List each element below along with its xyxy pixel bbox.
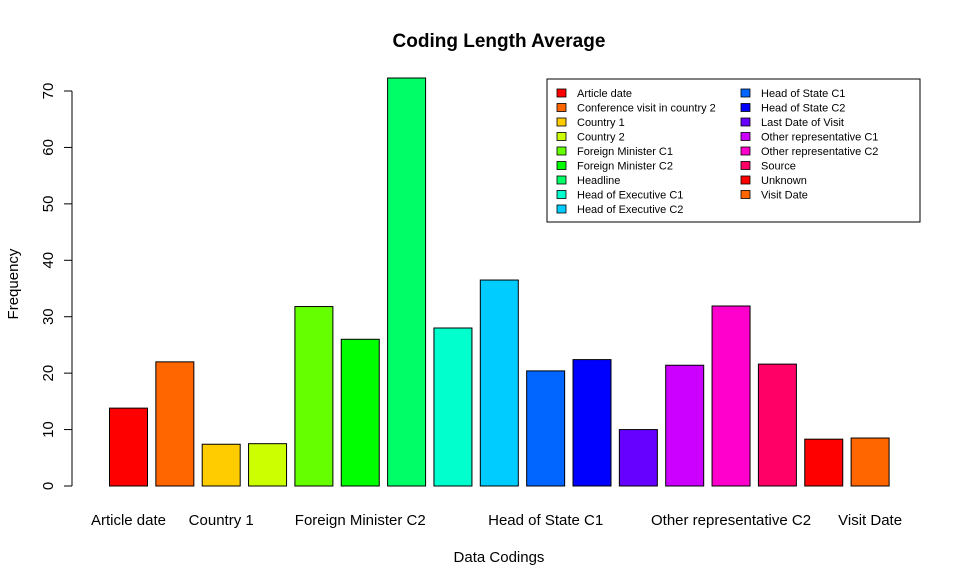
legend-swatch — [740, 103, 751, 112]
y-tick-label: 0 — [40, 482, 57, 490]
legend-swatch — [740, 175, 751, 185]
legend-swatch — [556, 190, 567, 199]
legend-label: Last Date of Visit — [761, 117, 844, 129]
legend-label: Source — [761, 161, 796, 173]
legend-label: Head of State C1 — [761, 88, 845, 100]
bar-head-of-executive-c2 — [479, 279, 519, 487]
legend-swatch — [740, 117, 751, 127]
bar-unknown — [804, 438, 844, 487]
y-axis-label: Frequency — [5, 248, 22, 319]
legend-label: Other representative C1 — [761, 132, 878, 144]
legend-swatch — [740, 146, 751, 156]
x-tick-label: Country 1 — [189, 512, 254, 529]
legend-swatch — [740, 132, 751, 141]
legend-swatch — [556, 204, 567, 214]
legend-box — [546, 78, 921, 223]
y-tick-label: 60 — [40, 139, 57, 156]
legend-swatch — [740, 190, 751, 199]
x-tick-label: Other representative C2 — [651, 512, 811, 529]
legend-label: Headline — [577, 175, 620, 187]
bar-headline — [387, 77, 427, 487]
legend-label: Head of Executive C1 — [577, 190, 683, 202]
y-tick-label: 20 — [40, 365, 57, 382]
bar-other-representative-c1 — [665, 364, 705, 487]
legend-label: Head of State C2 — [761, 103, 845, 115]
legend-swatch — [556, 175, 567, 185]
legend-swatch — [740, 161, 751, 170]
y-tick-label: 40 — [40, 252, 57, 269]
legend-label: Foreign Minister C2 — [577, 161, 673, 173]
bar-conference-visit-in-country-2 — [155, 361, 195, 487]
bar-last-date-of-visit — [618, 429, 658, 487]
bar-foreign-minister-c1 — [294, 306, 334, 487]
chart-title: Coding Length Average — [393, 31, 606, 52]
legend-swatch — [556, 132, 567, 141]
bar-country-1 — [201, 443, 241, 487]
legend-label: Article date — [577, 88, 632, 100]
legend-swatch — [740, 88, 751, 98]
legend-label: Other representative C2 — [761, 146, 878, 158]
legend-swatch — [556, 117, 567, 127]
y-tick-label: 10 — [40, 421, 57, 438]
legend-label: Unknown — [761, 175, 807, 187]
legend-label: Conference visit in country 2 — [577, 103, 716, 115]
y-tick-label: 30 — [40, 308, 57, 325]
bar-head-of-state-c2 — [572, 359, 612, 487]
legend-swatch — [556, 88, 567, 98]
x-tick-label: Article date — [91, 512, 166, 529]
legend-swatch — [556, 103, 567, 112]
bar-head-of-executive-c1 — [433, 327, 473, 487]
bar-visit-date — [850, 437, 890, 487]
x-axis-label: Data Codings — [454, 549, 545, 566]
legend: Article date Conference visit in country … — [546, 78, 921, 223]
legend-label: Visit Date — [761, 190, 808, 202]
bar-country-2 — [248, 443, 288, 487]
legend-label: Foreign Minister C1 — [577, 146, 673, 158]
y-tick-label: 70 — [40, 83, 57, 100]
legend-swatch — [556, 146, 567, 156]
x-tick-label: Head of State C1 — [488, 512, 603, 529]
x-tick-label: Visit Date — [838, 512, 902, 529]
y-tick-label: 50 — [40, 196, 57, 213]
y-axis-ticks: 0 10 20 30 40 50 60 70 — [40, 83, 72, 490]
bar-other-representative-c2 — [711, 305, 751, 487]
bar-source — [757, 363, 797, 487]
legend-label: Head of Executive C2 — [577, 204, 683, 216]
bar-head-of-state-c1 — [526, 370, 566, 487]
legend-label: Country 2 — [577, 132, 625, 144]
x-tick-label: Foreign Minister C2 — [295, 512, 426, 529]
x-axis-labels: Article date Country 1 Foreign Minister C2… — [91, 512, 902, 529]
legend-label: Country 1 — [577, 117, 625, 129]
bar-article-date — [109, 407, 148, 487]
bar-foreign-minister-c2 — [340, 338, 380, 487]
bars-group — [109, 77, 890, 487]
legend-swatch — [556, 161, 567, 170]
